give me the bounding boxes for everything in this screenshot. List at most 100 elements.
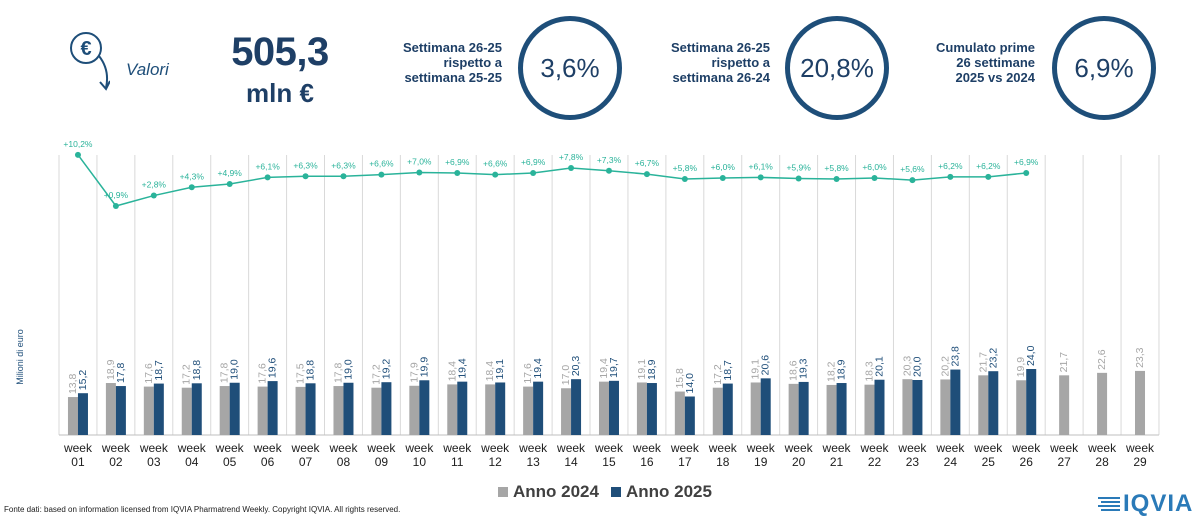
data-label-2024: 18,3 bbox=[863, 361, 875, 382]
x-tick-label: week 22 bbox=[859, 441, 889, 469]
x-tick-label: week 23 bbox=[897, 441, 927, 469]
bar-2025 bbox=[267, 381, 278, 435]
data-label-2024: 17,2 bbox=[181, 364, 193, 385]
data-label-2024: 17,6 bbox=[143, 363, 155, 384]
bar-2024 bbox=[674, 391, 685, 435]
bar-2024 bbox=[485, 384, 496, 435]
bar-2025 bbox=[684, 396, 695, 435]
data-label-2024: 17,6 bbox=[257, 363, 269, 384]
data-label-2024: 22,6 bbox=[1096, 349, 1108, 370]
bar-2025 bbox=[1026, 369, 1037, 435]
bar-2024 bbox=[371, 387, 382, 435]
growth-point bbox=[985, 173, 992, 180]
data-label-2025: 23,2 bbox=[987, 348, 999, 369]
x-tick-label: week 25 bbox=[973, 441, 1003, 469]
x-tick-label: week 29 bbox=[1125, 441, 1155, 469]
growth-point bbox=[833, 176, 840, 183]
bar-2025 bbox=[115, 386, 126, 435]
section-label: Valori bbox=[126, 60, 169, 79]
total-unit: mln € bbox=[246, 78, 314, 108]
growth-label: +5,9% bbox=[786, 163, 811, 173]
data-label-2025: 19,9 bbox=[418, 357, 430, 378]
x-tick-label: week 17 bbox=[670, 441, 700, 469]
bar-2024 bbox=[143, 386, 154, 435]
growth-point bbox=[150, 192, 157, 199]
growth-label: +0,9% bbox=[104, 190, 129, 200]
bar-2024 bbox=[257, 386, 268, 435]
growth-label: +6,2% bbox=[976, 161, 1001, 171]
legend-swatch-2025 bbox=[610, 487, 621, 497]
growth-point bbox=[264, 174, 271, 181]
bar-2024 bbox=[1097, 372, 1108, 435]
growth-label: +6,1% bbox=[749, 161, 774, 171]
total-value: 505,3 bbox=[231, 30, 329, 74]
data-label-2025: 19,6 bbox=[267, 358, 279, 379]
data-label-2024: 21,7 bbox=[1058, 352, 1070, 373]
growth-label: +5,8% bbox=[673, 163, 698, 173]
x-tick-label: week 11 bbox=[442, 441, 472, 469]
data-label-2024: 17,8 bbox=[219, 362, 231, 383]
data-label-2024: 17,6 bbox=[522, 363, 534, 384]
data-label-2024: 15,8 bbox=[674, 368, 686, 389]
x-tick-label: week 24 bbox=[935, 441, 965, 469]
growth-label: +6,0% bbox=[862, 162, 887, 172]
growth-label: +6,9% bbox=[521, 157, 546, 167]
data-label-2025: 18,7 bbox=[722, 360, 734, 381]
data-label-2024: 17,2 bbox=[370, 364, 382, 385]
data-label-2024: 20,2 bbox=[939, 356, 951, 377]
growth-label: +5,6% bbox=[900, 164, 925, 174]
data-label-2025: 18,9 bbox=[646, 359, 658, 380]
bar-2025 bbox=[191, 383, 202, 435]
growth-point bbox=[302, 173, 309, 180]
growth-label: +5,8% bbox=[824, 163, 849, 173]
growth-point bbox=[681, 176, 688, 183]
legend: Anno 2024 Anno 2025 bbox=[498, 482, 712, 502]
data-label-2025: 19,3 bbox=[798, 358, 810, 379]
x-tick-label: week 19 bbox=[746, 441, 776, 469]
kpi-3-label: Cumulato prime 26 settimane 2025 vs 2024 bbox=[936, 40, 1035, 85]
x-tick-label: week 10 bbox=[404, 441, 434, 469]
bar-2024 bbox=[523, 386, 534, 435]
x-tick-label: week 06 bbox=[253, 441, 283, 469]
data-label-2025: 19,4 bbox=[532, 358, 544, 379]
x-tick-label: week 14 bbox=[556, 441, 586, 469]
growth-label: +6,9% bbox=[1014, 157, 1039, 167]
x-tick-label: week 13 bbox=[518, 441, 548, 469]
growth-point bbox=[605, 167, 612, 174]
data-label-2024: 17,8 bbox=[332, 362, 344, 383]
bar-2024 bbox=[409, 385, 420, 435]
bar-2025 bbox=[229, 382, 240, 435]
x-tick-label: week 18 bbox=[708, 441, 738, 469]
data-label-2025: 14,0 bbox=[684, 373, 696, 394]
bar-2025 bbox=[988, 371, 999, 435]
bar-2025 bbox=[305, 383, 316, 435]
bar-2025 bbox=[419, 380, 430, 435]
bar-2024 bbox=[1059, 375, 1070, 435]
growth-label: +2,8% bbox=[142, 180, 167, 190]
bar-2024 bbox=[561, 388, 572, 435]
data-label-2024: 23,3 bbox=[1134, 347, 1146, 368]
growth-point bbox=[757, 174, 764, 181]
bar-2024 bbox=[447, 384, 458, 435]
x-tick-label: week 09 bbox=[366, 441, 396, 469]
logo-mark-icon bbox=[1098, 497, 1120, 511]
kpi-1-label: Settimana 26-25 rispetto a settimana 25-25 bbox=[403, 40, 502, 85]
x-tick-label: week 05 bbox=[215, 441, 245, 469]
legend-label-2025: Anno 2025 bbox=[625, 482, 712, 501]
legend-item-2025: Anno 2025 bbox=[610, 482, 712, 502]
data-label-2025: 18,8 bbox=[305, 360, 317, 381]
data-label-2024: 20,3 bbox=[901, 356, 913, 377]
growth-label: +6,9% bbox=[445, 157, 470, 167]
x-tick-label: week 12 bbox=[480, 441, 510, 469]
iqvia-logo: IQVIA bbox=[1098, 490, 1193, 518]
data-label-2025: 19,0 bbox=[229, 359, 241, 380]
growth-label: +6,3% bbox=[293, 160, 318, 170]
growth-point bbox=[795, 175, 802, 182]
growth-point bbox=[909, 177, 916, 184]
x-tick-label: week 27 bbox=[1049, 441, 1079, 469]
kpi-2-label: Settimana 26-25 rispetto a settimana 26-24 bbox=[671, 40, 770, 85]
data-label-2024: 18,4 bbox=[446, 361, 458, 382]
data-label-2025: 18,8 bbox=[191, 360, 203, 381]
data-label-2024: 19,1 bbox=[636, 359, 648, 380]
growth-point bbox=[226, 181, 233, 187]
